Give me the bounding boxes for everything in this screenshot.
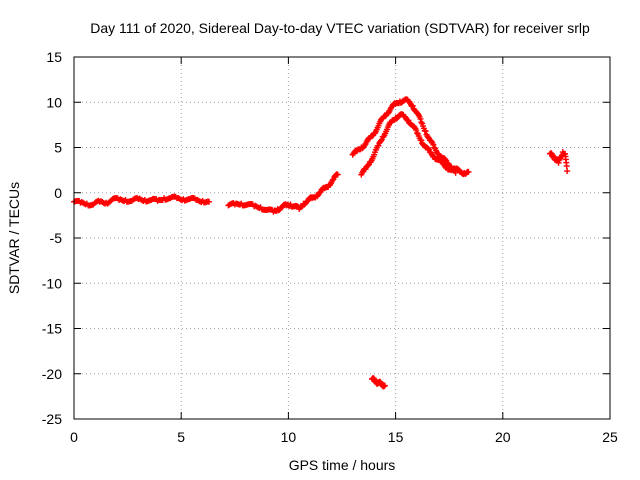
series-segment-4 — [369, 375, 388, 390]
y-tick-label: 5 — [54, 140, 62, 156]
data-point — [425, 145, 432, 152]
series-segment-1 — [71, 193, 213, 209]
y-tick-label: -25 — [42, 411, 62, 427]
x-tick-label: 10 — [281, 429, 297, 445]
plot-frame — [73, 56, 611, 420]
data-point — [418, 137, 425, 144]
data-point — [438, 157, 445, 164]
chart-title: Day 111 of 2020, Sidereal Day-to-day VTE… — [90, 20, 590, 36]
y-tick-label: -15 — [42, 321, 62, 337]
data-point — [329, 177, 336, 184]
y-axis-label: SDTVAR / TECUs — [6, 182, 22, 294]
data-point — [417, 115, 424, 122]
data-point — [430, 141, 437, 148]
data-series — [71, 96, 571, 390]
data-point — [555, 159, 562, 166]
grid — [74, 57, 610, 419]
data-point — [442, 156, 449, 163]
y-tick-label: 10 — [46, 94, 62, 110]
data-point — [378, 137, 385, 144]
series-segment-3 — [349, 96, 472, 178]
x-tick-label: 20 — [495, 429, 511, 445]
x-tick-label: 0 — [70, 429, 78, 445]
y-tick-label: 15 — [46, 49, 62, 65]
data-point — [409, 102, 416, 109]
data-point — [381, 382, 388, 389]
data-point — [413, 127, 420, 134]
x-tick-label: 5 — [177, 429, 185, 445]
series-segment-5 — [546, 149, 571, 175]
data-point — [334, 171, 341, 178]
data-point — [452, 169, 459, 176]
y-tick-label: 0 — [54, 185, 62, 201]
y-tick-label: -20 — [42, 366, 62, 382]
series-segment-2 — [225, 171, 341, 215]
ticks: 0 5 10 15 20 25 15 10 5 0 -5 -10 -15 -20 -25 — [42, 49, 618, 445]
data-point — [206, 198, 213, 205]
data-point — [564, 168, 571, 175]
data-point — [365, 162, 372, 169]
x-axis-label: GPS time / hours — [289, 457, 396, 473]
data-point — [422, 128, 429, 135]
data-point — [465, 168, 472, 175]
x-tick-label: 15 — [388, 429, 404, 445]
series-segment-3-lower — [358, 111, 459, 178]
data-point — [361, 142, 368, 149]
y-tick-label: -10 — [42, 275, 62, 291]
y-tick-label: -5 — [50, 230, 63, 246]
data-point — [414, 130, 421, 137]
x-tick-label: 25 — [602, 429, 618, 445]
